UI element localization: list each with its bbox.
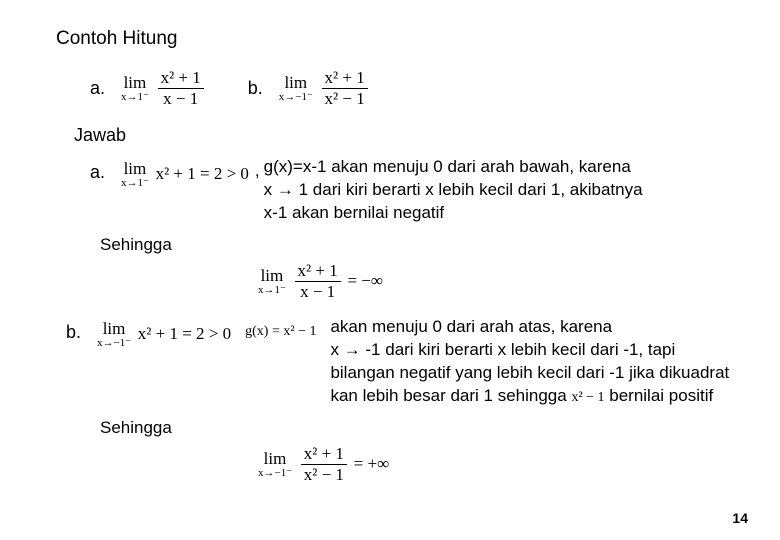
sehingga-b: Sehingga [100, 418, 740, 438]
answer-b-gx: g(x) = x² − 1 [245, 324, 316, 340]
answer-a-label: a. [90, 162, 105, 183]
problems-row: a. lim x→1⁻ x² + 1 x − 1 b. lim x→−1⁻ x²… [56, 68, 740, 109]
result-a: lim x→1⁻ x² + 1 x − 1 = −∞ [256, 261, 740, 302]
slide-body: Contoh Hitung a. lim x→1⁻ x² + 1 x − 1 b… [0, 0, 780, 485]
page-title: Contoh Hitung [56, 28, 740, 50]
problem-a-expr: lim x→1⁻ x² + 1 x − 1 [119, 68, 206, 109]
sehingga-a: Sehingga [100, 235, 740, 255]
problem-b-label: b. [248, 78, 263, 99]
answer-a-lim: lim x→1⁻ x² + 1 = 2 > 0 [119, 160, 249, 189]
answer-a-text: g(x)=x-1 akan menuju 0 dari arah bawah, … [264, 156, 643, 225]
jawab-heading: Jawab [74, 125, 740, 146]
answer-a-block: a. lim x→1⁻ x² + 1 = 2 > 0 , g(x)=x-1 ak… [56, 156, 740, 225]
answer-b-block: b. lim x→−1⁻ x² + 1 = 2 > 0 g(x) = x² − … [56, 316, 740, 408]
answer-b-lim: lim x→−1⁻ x² + 1 = 2 > 0 [95, 320, 231, 349]
page-number: 14 [732, 510, 748, 526]
problem-b-expr: lim x→−1⁻ x² + 1 x² − 1 [277, 68, 370, 109]
answer-b-text: akan menuju 0 dari arah atas, karena x →… [330, 316, 729, 408]
answer-b-label: b. [66, 322, 81, 343]
problem-a-label: a. [90, 78, 105, 99]
result-b: lim x→−1⁻ x² + 1 x² − 1 = +∞ [256, 444, 740, 485]
answer-a-comma: , [255, 160, 260, 183]
